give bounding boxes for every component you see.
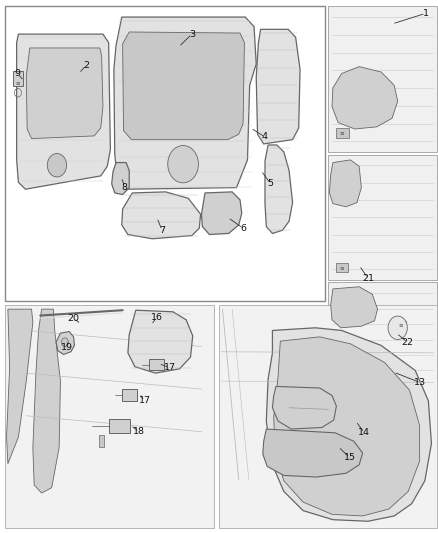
Text: 9: 9 xyxy=(14,69,21,78)
Polygon shape xyxy=(26,48,103,139)
Bar xyxy=(122,389,137,401)
Text: ≡: ≡ xyxy=(340,130,344,135)
Text: 15: 15 xyxy=(343,453,356,462)
Text: 22: 22 xyxy=(401,338,413,346)
Bar xyxy=(13,71,23,86)
Text: ·: · xyxy=(120,178,123,184)
Polygon shape xyxy=(17,34,110,189)
Text: 20: 20 xyxy=(67,314,80,322)
Text: 1: 1 xyxy=(423,9,429,18)
Text: 18: 18 xyxy=(133,427,145,436)
Bar xyxy=(5,6,325,301)
Text: 2: 2 xyxy=(83,61,89,69)
Polygon shape xyxy=(329,160,361,207)
Polygon shape xyxy=(33,309,60,493)
Text: ≡: ≡ xyxy=(339,265,344,270)
Polygon shape xyxy=(266,328,431,521)
Text: 19: 19 xyxy=(60,343,73,352)
Text: ≡: ≡ xyxy=(398,322,403,328)
Polygon shape xyxy=(272,386,336,429)
Polygon shape xyxy=(331,287,378,328)
Polygon shape xyxy=(201,192,242,235)
Circle shape xyxy=(47,154,67,177)
Circle shape xyxy=(168,146,198,183)
Text: 5: 5 xyxy=(268,180,274,188)
Polygon shape xyxy=(265,145,293,233)
Bar xyxy=(219,305,437,528)
Text: 6: 6 xyxy=(240,224,246,232)
Bar xyxy=(5,305,214,528)
Text: 16: 16 xyxy=(151,313,163,321)
Text: 17: 17 xyxy=(164,364,176,372)
Polygon shape xyxy=(274,337,420,516)
Polygon shape xyxy=(114,17,256,189)
Text: 7: 7 xyxy=(159,226,165,235)
Bar xyxy=(149,359,164,370)
Bar xyxy=(99,435,104,447)
Text: 14: 14 xyxy=(358,429,371,437)
Text: 17: 17 xyxy=(138,397,151,405)
Circle shape xyxy=(388,316,407,340)
Bar xyxy=(336,128,349,138)
Polygon shape xyxy=(56,332,74,354)
Polygon shape xyxy=(123,32,244,140)
Polygon shape xyxy=(332,67,398,129)
Text: 13: 13 xyxy=(414,378,427,387)
Text: 21: 21 xyxy=(362,274,374,282)
Circle shape xyxy=(61,338,68,346)
Polygon shape xyxy=(256,29,300,144)
Bar xyxy=(394,321,406,329)
Polygon shape xyxy=(122,192,201,239)
Text: ≡: ≡ xyxy=(16,80,20,86)
Polygon shape xyxy=(263,429,363,477)
Bar xyxy=(336,263,348,272)
Text: 8: 8 xyxy=(121,183,127,192)
Polygon shape xyxy=(112,163,129,195)
Bar xyxy=(328,6,437,152)
Text: 3: 3 xyxy=(189,30,195,38)
Polygon shape xyxy=(7,309,33,464)
Bar xyxy=(328,282,437,381)
Polygon shape xyxy=(128,310,193,373)
Bar xyxy=(109,419,130,433)
Text: 4: 4 xyxy=(262,133,268,141)
Bar xyxy=(328,155,437,280)
